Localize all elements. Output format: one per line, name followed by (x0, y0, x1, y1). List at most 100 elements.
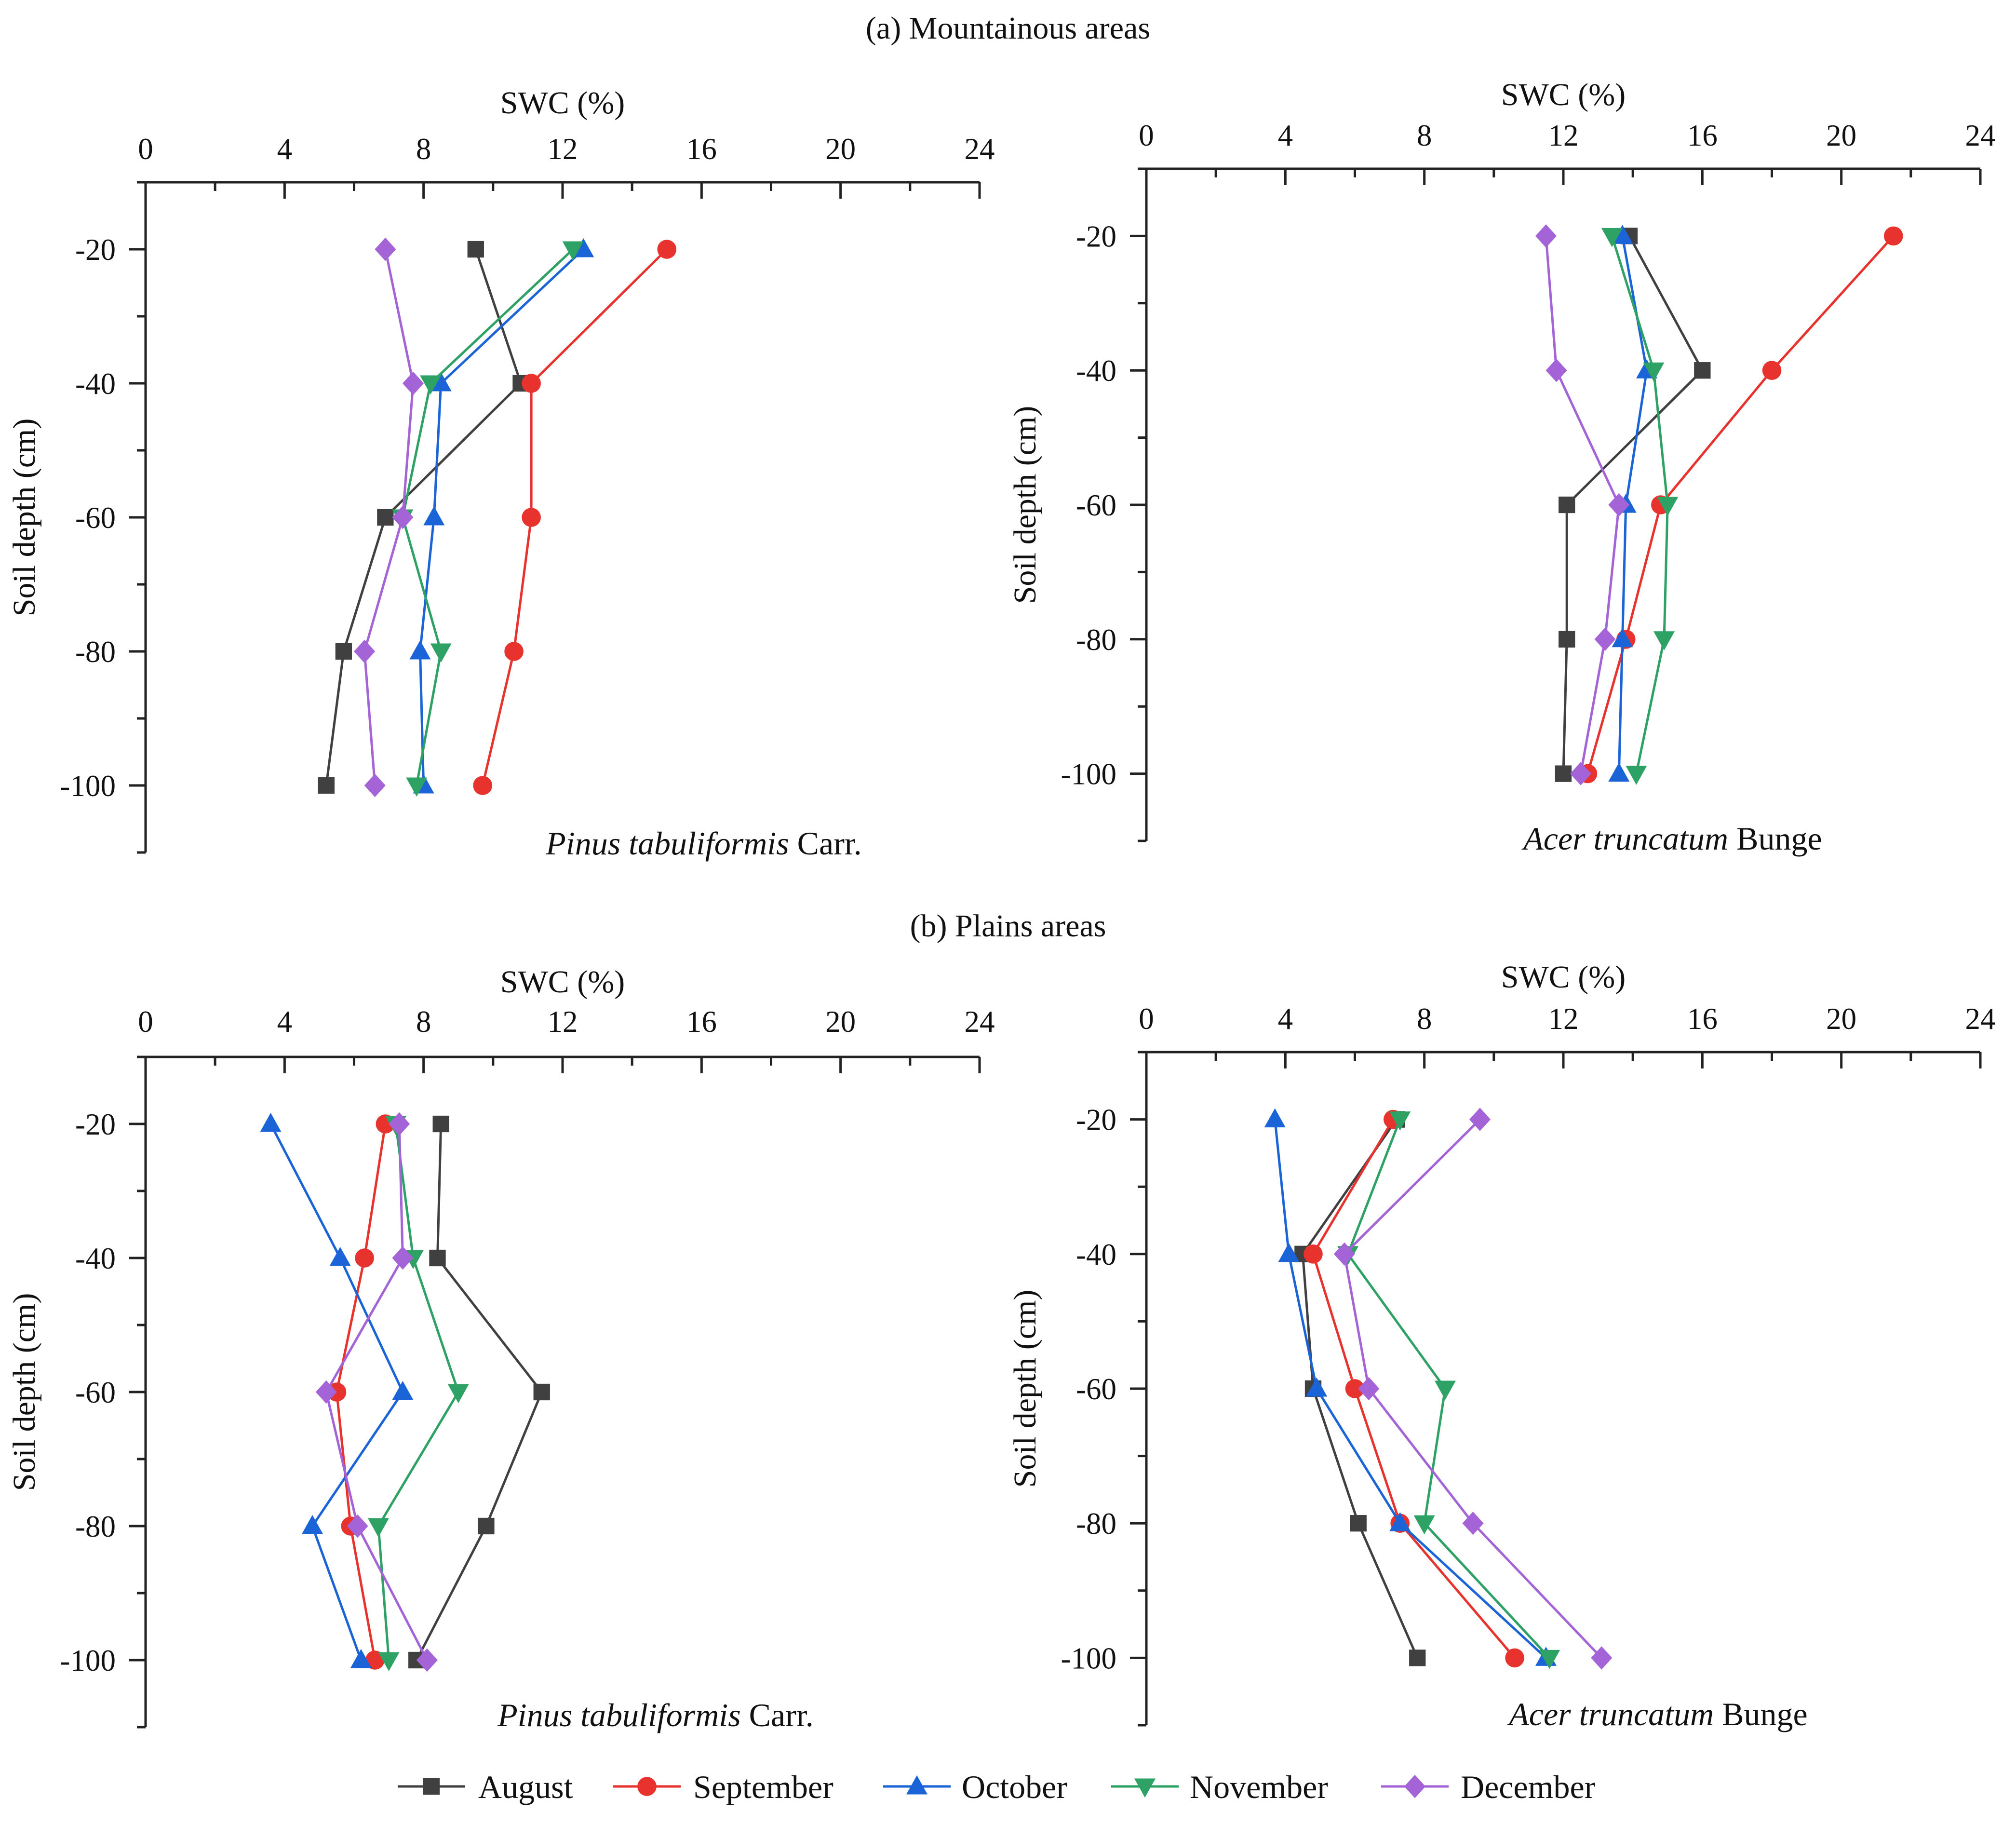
data-point-november (447, 1384, 469, 1404)
data-point-december (392, 505, 414, 529)
x-tick-label: 8 (1417, 1002, 1432, 1036)
x-tick-label: 4 (1278, 1002, 1293, 1036)
data-point-december (403, 371, 424, 395)
species-label: Pinus tabuliformis Carr. (497, 1697, 813, 1733)
data-point-november (1643, 362, 1665, 382)
y-tick-label: -80 (1076, 623, 1116, 657)
data-point-november (1389, 1111, 1411, 1131)
legend-item-december: December (1381, 1769, 1596, 1805)
x-axis-title: SWC (%) (500, 964, 625, 1000)
x-tick-label: 16 (686, 1005, 717, 1039)
species-label: Pinus tabuliformis Carr. (545, 825, 861, 862)
species-label: Acer truncatum Bunge (1507, 1696, 1807, 1732)
data-point-october (350, 1649, 372, 1668)
data-point-september (522, 374, 541, 393)
y-tick-label: -40 (75, 1242, 116, 1275)
data-point-november (1434, 1380, 1456, 1400)
series-december (1333, 1108, 1613, 1670)
chart-panel-plains-pinus: 0 4 8 12 16 20 24 -20 -40 -60 -80 -100 SWC (%) Soil d… (7, 964, 995, 1733)
x-tick-label: 8 (1417, 119, 1432, 152)
series-september (473, 240, 677, 795)
x-tick-label: 20 (825, 132, 856, 166)
x-tick-label: 8 (416, 132, 431, 166)
y-tick-label: -20 (75, 1108, 116, 1141)
legend-marker-october (906, 1775, 927, 1795)
data-point-august (1559, 496, 1575, 514)
data-point-october (1608, 762, 1630, 782)
data-point-september (1345, 1379, 1365, 1398)
data-point-august (335, 643, 352, 660)
data-point-december (1570, 762, 1592, 785)
legend-item-september: September (613, 1769, 833, 1805)
data-point-august (318, 777, 335, 794)
series-november (1601, 228, 1679, 785)
y-tick-label: -60 (1076, 1372, 1116, 1406)
data-point-december (315, 1380, 337, 1404)
y-axis-title: Soil depth (cm) (1008, 406, 1043, 604)
data-point-september (504, 642, 524, 661)
y-tick-label: -80 (75, 1510, 116, 1543)
data-point-august (1350, 1515, 1367, 1532)
data-point-october (573, 238, 594, 257)
y-tick-label: -80 (1076, 1507, 1116, 1541)
data-point-december (389, 1112, 410, 1136)
data-point-december (375, 237, 396, 261)
data-point-october (392, 1380, 414, 1400)
legend-label: November (1190, 1769, 1328, 1805)
species-name-italic: Pinus tabuliformis (545, 825, 789, 862)
y-tick-label: -40 (1076, 1238, 1116, 1271)
legend-label: August (478, 1769, 573, 1805)
x-tick-label: 20 (1826, 1002, 1856, 1036)
data-point-november (367, 1518, 389, 1538)
data-point-november (1413, 1515, 1435, 1535)
x-tick-label: 8 (416, 1005, 431, 1039)
data-point-october (1264, 1108, 1286, 1128)
x-tick-label: 12 (1548, 119, 1579, 152)
data-point-october (1612, 225, 1633, 244)
data-point-august (1694, 362, 1711, 379)
y-axis-title: Soil depth (cm) (7, 419, 42, 617)
data-point-august (533, 1383, 550, 1401)
legend-marker-september (637, 1777, 657, 1796)
data-point-october (1278, 1243, 1300, 1262)
data-point-november (1657, 497, 1679, 516)
section-title-plains: (b) Plains areas (910, 908, 1106, 944)
x-tick-label: 20 (1826, 119, 1856, 152)
data-point-august (429, 1249, 446, 1267)
x-tick-label: 16 (1687, 119, 1718, 152)
x-tick-label: 16 (686, 132, 717, 166)
legend-item-october: October (883, 1769, 1067, 1805)
data-point-august (1555, 765, 1572, 782)
data-point-october (409, 640, 431, 660)
x-tick-label: 12 (1548, 1002, 1579, 1036)
y-axis-title: Soil depth (cm) (1008, 1290, 1043, 1488)
data-point-november (378, 1652, 400, 1672)
data-point-november (420, 375, 442, 395)
y-tick-label: -20 (1076, 219, 1116, 253)
data-point-september (1762, 361, 1782, 380)
x-tick-label: 12 (548, 132, 578, 166)
data-point-september (657, 240, 677, 259)
species-authority: Carr. (789, 825, 862, 862)
y-tick-label: -100 (60, 769, 116, 803)
data-point-september (522, 508, 541, 527)
data-point-september (355, 1248, 374, 1268)
legend-item-november: November (1111, 1769, 1328, 1805)
x-tick-label: 0 (138, 132, 153, 166)
data-point-november (1539, 1650, 1560, 1669)
x-tick-label: 0 (1139, 119, 1154, 152)
data-point-september (1505, 1648, 1524, 1668)
species-authority: Carr. (741, 1697, 814, 1733)
data-point-december (1535, 224, 1557, 248)
legend-marker-november (1134, 1778, 1156, 1798)
data-point-december (1591, 1646, 1613, 1670)
y-axis-title: Soil depth (cm) (7, 1293, 42, 1491)
y-tick-label: -80 (75, 635, 116, 669)
section-title-mountainous: (a) Mountainous areas (866, 11, 1150, 46)
species-authority: Bunge (1728, 820, 1822, 857)
y-tick-label: -40 (1076, 354, 1116, 388)
data-point-december (1608, 493, 1630, 517)
data-point-december (416, 1648, 438, 1672)
